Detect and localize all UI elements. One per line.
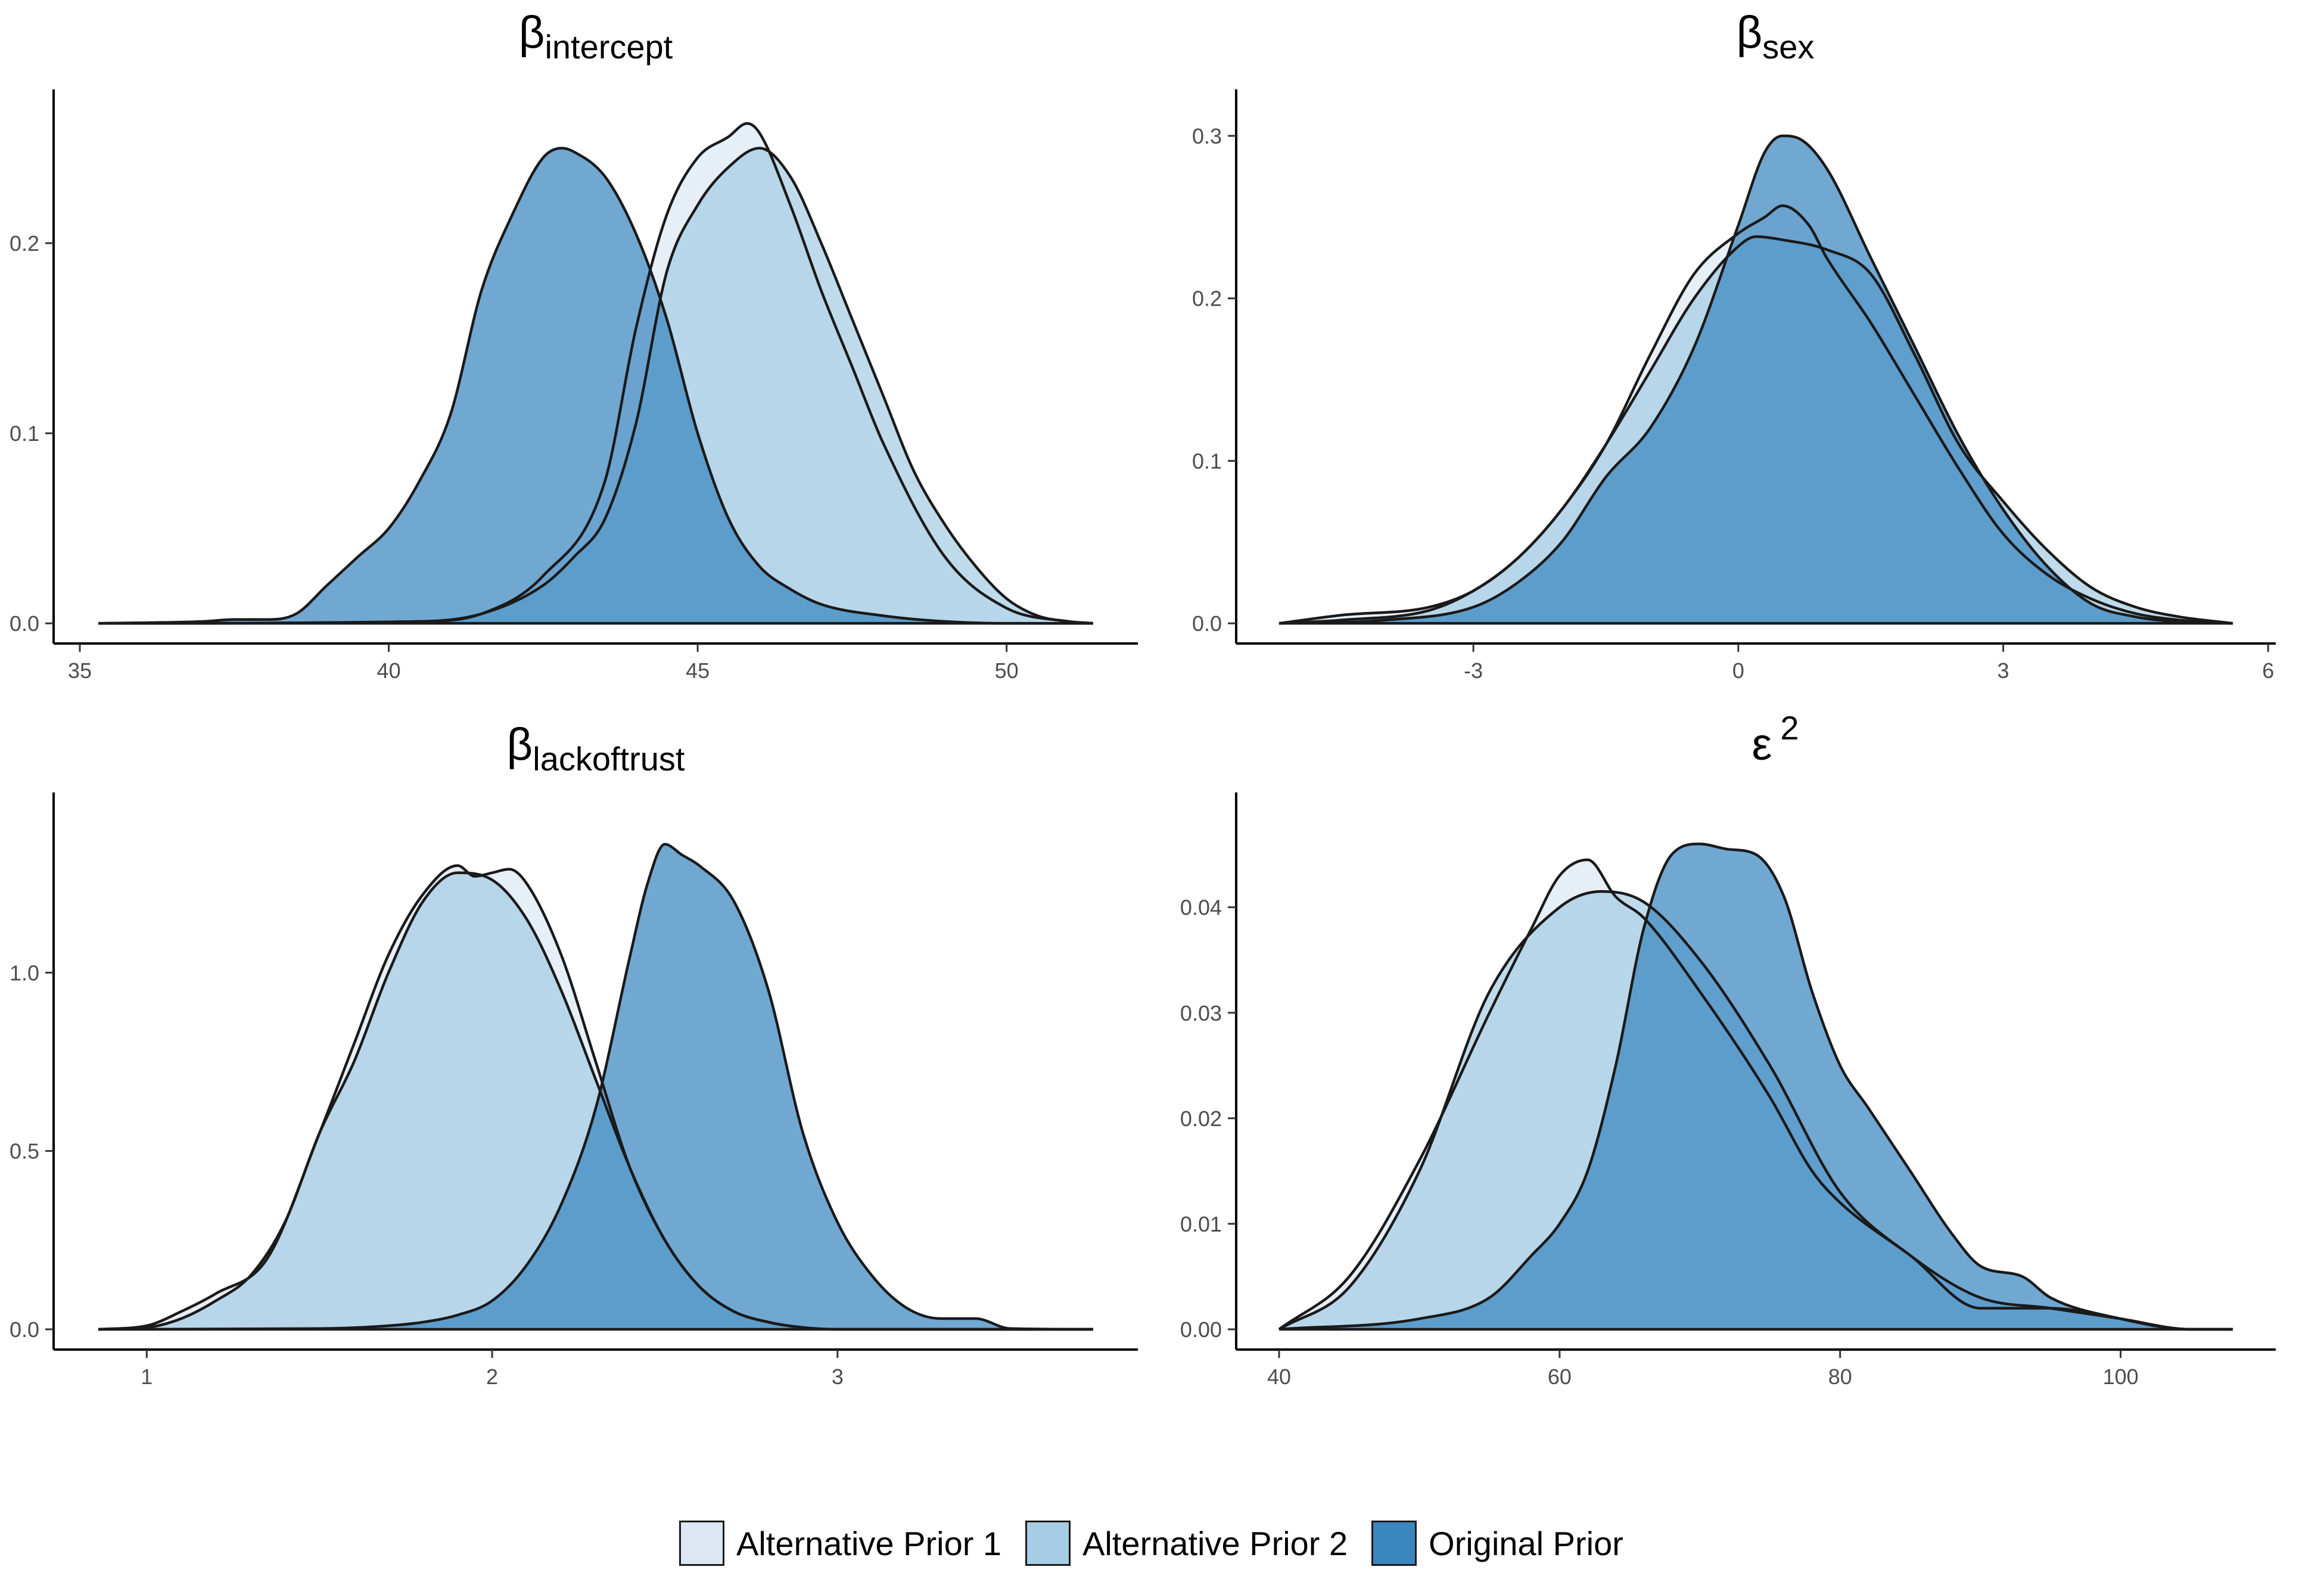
y-tick-label: 0.03 — [1180, 1001, 1222, 1025]
x-tick-label: 2 — [486, 1364, 498, 1389]
y-tick-label: 0.1 — [10, 421, 39, 446]
panel-1: 35 40 45 50 0.0 0.1 0.2 βintercept — [10, 7, 1138, 683]
panel-title: βsex — [1737, 7, 1815, 66]
y-tick-label: 0.3 — [1192, 124, 1222, 148]
panel-3: 1 2 3 0.0 0.5 1.0 βlackoftrust — [10, 719, 1138, 1389]
y-tick-label: 0.2 — [10, 231, 39, 256]
x-tick-label: 6 — [2262, 658, 2274, 683]
x-tick-label: 35 — [68, 658, 92, 683]
x-tick-label: 40 — [377, 658, 401, 683]
y-tick-label: 0.0 — [1192, 611, 1222, 636]
y-tick-label: 0.01 — [1180, 1212, 1222, 1236]
y-tick-label: 0.1 — [1192, 449, 1222, 473]
density-line-alt2 — [1278, 890, 2233, 1331]
x-tick-label: 1 — [141, 1364, 153, 1389]
legend-label-alternative-prior-1: Alternative Prior 1 — [736, 1524, 1002, 1562]
legend-item-original-prior: Original Prior — [1371, 1521, 1623, 1566]
x-tick-label: 40 — [1267, 1364, 1291, 1389]
density-line-alt1 — [1278, 858, 2233, 1331]
x-tick-label: 60 — [1548, 1364, 1572, 1389]
density-line-orig — [98, 843, 1093, 1331]
y-tick-label: 0.5 — [10, 1139, 39, 1164]
legend-item-alternative-prior-2: Alternative Prior 2 — [1025, 1521, 1348, 1566]
x-tick-label: 0 — [1732, 658, 1744, 683]
legend-key-original-prior — [1371, 1521, 1417, 1566]
density-line-alt2 — [1278, 235, 2233, 625]
density-line-alt2 — [98, 871, 1093, 1331]
y-tick-label: 0.0 — [10, 1317, 39, 1342]
legend-label-original-prior: Original Prior — [1429, 1524, 1623, 1562]
density-area-orig — [1279, 136, 2233, 624]
x-tick-label: 50 — [995, 658, 1019, 683]
y-tick-label: 0.2 — [1192, 287, 1222, 311]
density-line-orig — [98, 147, 1093, 625]
y-tick-label: 0.04 — [1180, 896, 1222, 920]
panel-title: βlackoftrust — [507, 719, 685, 778]
density-line-orig — [1278, 134, 2233, 625]
y-tick-label: 0.00 — [1180, 1317, 1222, 1342]
legend-item-alternative-prior-1: Alternative Prior 1 — [679, 1521, 1001, 1566]
y-tick-label: 1.0 — [10, 960, 39, 985]
legend-key-alternative-prior-1 — [679, 1521, 724, 1566]
legend: Alternative Prior 1 Alternative Prior 2 … — [679, 1513, 1623, 1573]
x-tick-label: -3 — [1464, 658, 1483, 683]
density-area-orig — [1279, 844, 2233, 1329]
density-line-alt2 — [98, 147, 1094, 625]
panel-4: 40 60 80 100 0.00 0.01 0.02 0.03 0.04 ε 2 — [1180, 709, 2276, 1389]
legend-key-alternative-prior-2 — [1025, 1521, 1071, 1566]
x-tick-label: 80 — [1828, 1364, 1852, 1389]
y-tick-label: 0.0 — [10, 611, 39, 636]
y-tick-label: 0.02 — [1180, 1106, 1222, 1131]
x-tick-label: 45 — [686, 658, 710, 683]
density-area-alt2 — [98, 148, 1093, 624]
density-area-alt2 — [98, 872, 1093, 1329]
x-tick-label: 100 — [2103, 1364, 2139, 1389]
density-area-orig — [98, 148, 1093, 624]
x-tick-label: 3 — [1998, 658, 2009, 683]
density-line-orig — [1278, 843, 2233, 1331]
density-area-orig — [98, 844, 1093, 1329]
x-tick-label: 3 — [832, 1364, 844, 1389]
panel-2: -3 0 3 6 0.0 0.1 0.2 0.3 βsex — [1192, 7, 2276, 683]
panel-title: βintercept — [519, 7, 673, 66]
legend-label-alternative-prior-2: Alternative Prior 2 — [1082, 1524, 1348, 1562]
